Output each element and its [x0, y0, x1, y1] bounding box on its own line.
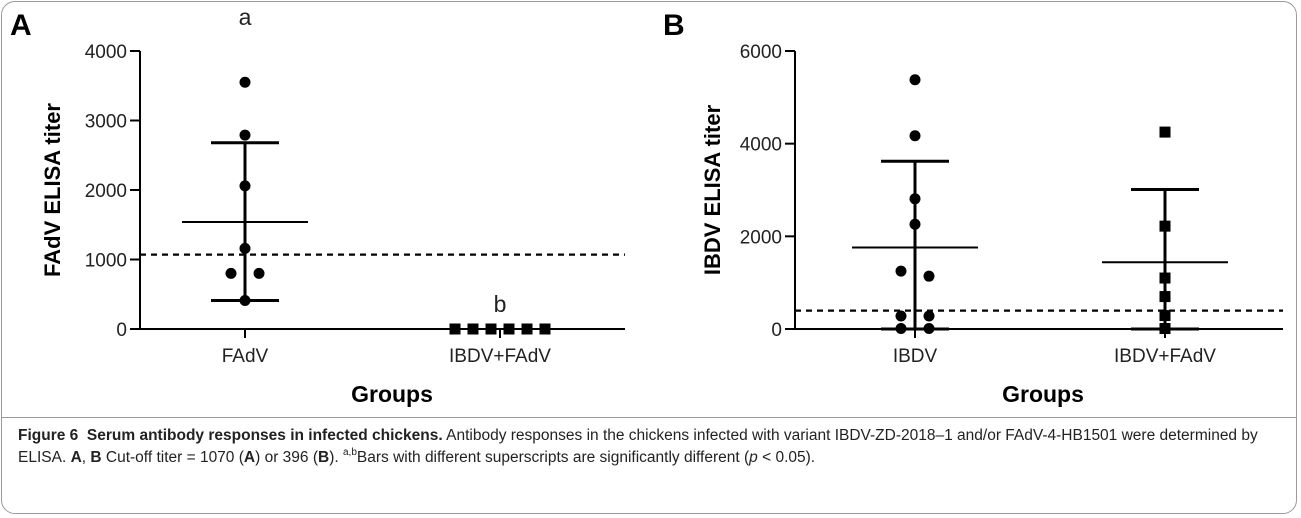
y-axis-title: IBDV ELISA titer [700, 104, 725, 275]
x-axis-title: Groups [351, 381, 433, 407]
data-point-circle [895, 323, 907, 335]
caption-ref-b: B [318, 449, 330, 466]
data-point-circle [909, 130, 921, 142]
significance-letter: b [494, 291, 507, 317]
data-point-circle [239, 76, 251, 88]
data-point-square [467, 323, 479, 335]
data-point-circle [225, 267, 237, 279]
caption-label: Figure 6 [18, 427, 79, 444]
data-point-circle [909, 218, 921, 230]
y-axis-title: FAdV ELISA titer [40, 103, 65, 277]
y-tick-label: 6000 [740, 42, 782, 63]
data-point-circle [239, 180, 251, 192]
data-point-square [485, 323, 497, 335]
panel-b: B 0 2000 4000 6000 IBDV ELISA titer Groups IBDV… [663, 9, 1283, 407]
caption-ref-a: A [70, 449, 82, 466]
x-axis-title: Groups [1002, 381, 1084, 407]
y-tick-label: 1000 [85, 251, 127, 272]
data-point-circle [923, 323, 935, 335]
caption-significance-text: Bars with different superscripts are sig… [356, 449, 750, 466]
data-point-circle [909, 74, 921, 86]
category-label: IBDV [893, 346, 938, 367]
y-tick-label: 0 [771, 320, 782, 341]
figure-caption: Figure 6 Serum antibody responses in inf… [18, 425, 1278, 469]
data-point-square [1159, 272, 1171, 284]
data-point-circle [239, 295, 251, 307]
caption-superscript: a,b [342, 446, 357, 458]
caption-cutoff-text: Cut-off titer = 1070 ( [101, 449, 244, 466]
caption-sentence: Antibody responses in the chickens infec… [18, 427, 1258, 466]
data-point-circle [895, 265, 907, 277]
caption-ref-a: A [243, 449, 256, 466]
caption-title: Serum antibody responses in infected chi… [86, 427, 443, 444]
data-point-circle [239, 129, 251, 141]
y-tick-label: 4000 [85, 42, 127, 63]
y-tick-label: 0 [116, 320, 127, 341]
data-point-circle [895, 310, 907, 322]
data-point-square [449, 323, 461, 335]
data-point-circle [923, 270, 935, 282]
data-point-square [1159, 220, 1171, 232]
y-tick-label: 4000 [740, 135, 782, 156]
data-point-circle [253, 267, 265, 279]
data-point-square [1159, 291, 1171, 303]
data-point-circle [239, 242, 251, 254]
data-point-square [521, 323, 533, 335]
data-point-square [1159, 323, 1171, 335]
caption-comma: , [81, 449, 91, 466]
category-label: FAdV [222, 346, 269, 367]
y-tick-label: 3000 [85, 112, 127, 133]
category-label: IBDV+FAdV [1114, 346, 1216, 367]
y-tick-label: 2000 [85, 181, 127, 202]
caption-ref-b: B [90, 449, 102, 466]
data-point-square [1159, 310, 1171, 322]
panel-a: A 0 1000 2000 3000 4000 FAdV ELISA titer Groups… [10, 4, 625, 407]
caption-cutoff-text: ). [329, 449, 343, 466]
data-point-square [503, 323, 515, 335]
caption-divider [2, 417, 1296, 418]
data-point-circle [923, 310, 935, 322]
significance-letter: a [239, 4, 252, 30]
panel-label: A [10, 9, 32, 42]
data-point-square [539, 323, 551, 335]
caption-significance-text: < 0.05). [757, 449, 816, 466]
data-point-circle [909, 193, 921, 205]
caption-p-symbol: p [749, 449, 758, 466]
data-point-square [1159, 126, 1171, 138]
panel-label: B [663, 9, 685, 42]
y-tick-label: 2000 [740, 227, 782, 248]
caption-cutoff-text: ) or 396 ( [255, 449, 318, 466]
category-label: IBDV+FAdV [449, 346, 551, 367]
